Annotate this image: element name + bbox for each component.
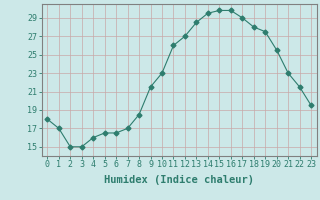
X-axis label: Humidex (Indice chaleur): Humidex (Indice chaleur) (104, 175, 254, 185)
